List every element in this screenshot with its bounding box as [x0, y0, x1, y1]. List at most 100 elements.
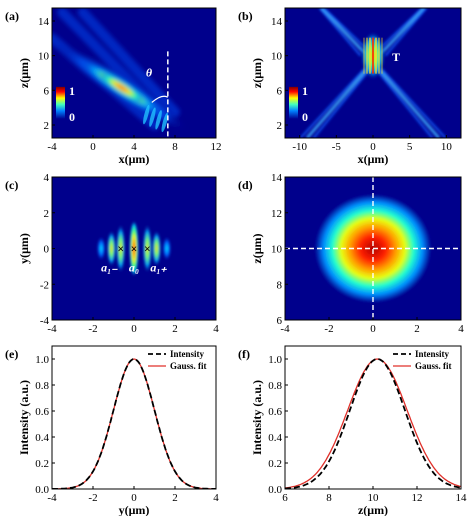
y-tick-label: -2	[40, 279, 49, 291]
label-a1-plus: a₁₊	[150, 261, 167, 275]
T-annotation: T	[392, 50, 400, 64]
plot-area-e	[52, 358, 216, 489]
gauss-fit-line	[285, 358, 461, 489]
beam-streak	[77, 8, 180, 117]
label-a0: a₀	[129, 261, 139, 275]
y-tick-label: 14	[271, 172, 283, 184]
fringe	[155, 110, 162, 130]
x-axis-label: x(μm)	[358, 152, 389, 166]
fringe	[143, 104, 150, 125]
x-tick-label: -4	[47, 141, 57, 153]
colorbar-max-label: 1	[69, 84, 75, 98]
x-tick-label: -5	[332, 141, 342, 153]
x-axis-label: y(μm)	[119, 503, 150, 516]
y-tick-label: 14	[38, 16, 50, 28]
x-tick-label: 2	[172, 492, 178, 504]
beam-core	[101, 73, 143, 102]
y-tick-label: 10	[38, 51, 50, 63]
y-axis-label: Intensity (a.u.)	[17, 380, 31, 455]
beam-line	[318, 8, 362, 57]
intensity-line	[52, 358, 216, 489]
y-tick-label: 0.4	[35, 432, 49, 444]
x-tick-label: 4	[213, 323, 219, 335]
heatmap-a: θ	[52, 8, 216, 138]
angle-arc	[151, 95, 169, 103]
y-axis-label: Intensity (a.u.)	[250, 380, 264, 455]
y-axis-label: y(μm)	[17, 233, 31, 264]
label-a1-minus: a₁₋	[101, 261, 118, 275]
x-tick-label: 6	[282, 492, 288, 504]
y-tick-label: 0.4	[268, 432, 282, 444]
y-axis-label: z(μm)	[250, 58, 264, 88]
panel-label: (b)	[238, 9, 253, 23]
x-tick-label: 4	[213, 492, 219, 504]
y-tick-label: 1.0	[35, 354, 49, 366]
x-tick-label: -2	[88, 492, 97, 504]
fringe	[149, 107, 156, 127]
y-tick-label: 10	[271, 51, 283, 63]
fringe	[375, 37, 377, 74]
fringe-lobe	[152, 230, 162, 267]
y-tick-label: 2	[44, 208, 50, 220]
panel-d: -4 -2 0 2 4 6 8 10 12 14 (d) z(μm)	[238, 172, 464, 335]
fringe-lobe	[162, 235, 172, 262]
y-tick-label: 1.0	[268, 354, 282, 366]
x-tick-label: 8	[172, 141, 178, 153]
colorbar-min-label: 0	[69, 110, 75, 124]
panel-label: (e)	[5, 347, 18, 361]
beam-line	[377, 8, 426, 57]
y-tick-label: 6	[277, 315, 283, 327]
intensity-line	[285, 358, 461, 489]
fringe	[366, 37, 368, 74]
legend-label-intensity: Intensity	[170, 349, 205, 359]
x-tick-label: -2	[324, 323, 333, 335]
fringe	[363, 37, 365, 74]
theta-annotation: θ	[146, 65, 153, 79]
center-marker: ×	[131, 244, 137, 256]
fringe-lobe	[129, 220, 139, 277]
gauss-fit-line	[52, 358, 216, 489]
x-tick-label: 4	[131, 141, 137, 153]
beam-line	[320, 8, 369, 57]
x-axis-label: z(μm)	[358, 503, 388, 516]
x-tick-label: -4	[47, 492, 57, 504]
x-tick-label: 5	[407, 141, 413, 153]
heatmap-d	[285, 177, 461, 320]
heatmap-c: × × × a₁₋ a₀ a₁₊	[52, 177, 216, 320]
y-tick-label: 6	[44, 85, 50, 97]
y-axis-label: z(μm)	[17, 58, 31, 88]
x-tick-label: 2	[172, 323, 178, 335]
panel-label: (d)	[238, 178, 253, 192]
panel-label: (f)	[238, 347, 250, 361]
panel-e: Intensity Gauss. fit -4 -2 0 2 4 0.0 0.2 0.4 0.6 0.…	[5, 345, 219, 516]
y-tick-label: 10	[271, 244, 283, 256]
legend-label-fit: Gauss. fit	[170, 361, 207, 371]
colorbar-max-label: 1	[302, 84, 308, 98]
x-tick-label: 0	[131, 492, 137, 504]
fringe	[369, 37, 371, 74]
x-tick-label: 2	[414, 323, 420, 335]
fringe-lobe	[106, 230, 116, 267]
x-tick-label: 8	[326, 492, 332, 504]
fringe	[372, 37, 374, 74]
colorbar	[289, 86, 298, 119]
colorbar	[56, 86, 65, 119]
panel-label: (a)	[5, 9, 19, 23]
y-tick-label: 0	[44, 244, 50, 256]
fringe	[381, 37, 383, 74]
y-tick-label: 0.2	[268, 458, 282, 470]
x-tick-label: 10	[441, 141, 453, 153]
legend-label-fit: Gauss. fit	[415, 361, 452, 371]
y-tick-label: 14	[271, 16, 283, 28]
y-tick-label: 0.0	[268, 484, 282, 496]
y-tick-label: 6	[277, 85, 283, 97]
fringe-lobe	[142, 223, 152, 274]
y-tick-label: 2	[277, 120, 283, 132]
x-tick-label: 0	[90, 141, 96, 153]
panel-c: × × × a₁₋ a₀ a₁₊ -4 -2 0 2 4 -4 -2 0 2 4 (c) y(μm)	[5, 172, 219, 335]
panel-label: (c)	[5, 178, 18, 192]
fringe	[378, 37, 380, 74]
y-tick-label: 2	[44, 120, 50, 132]
